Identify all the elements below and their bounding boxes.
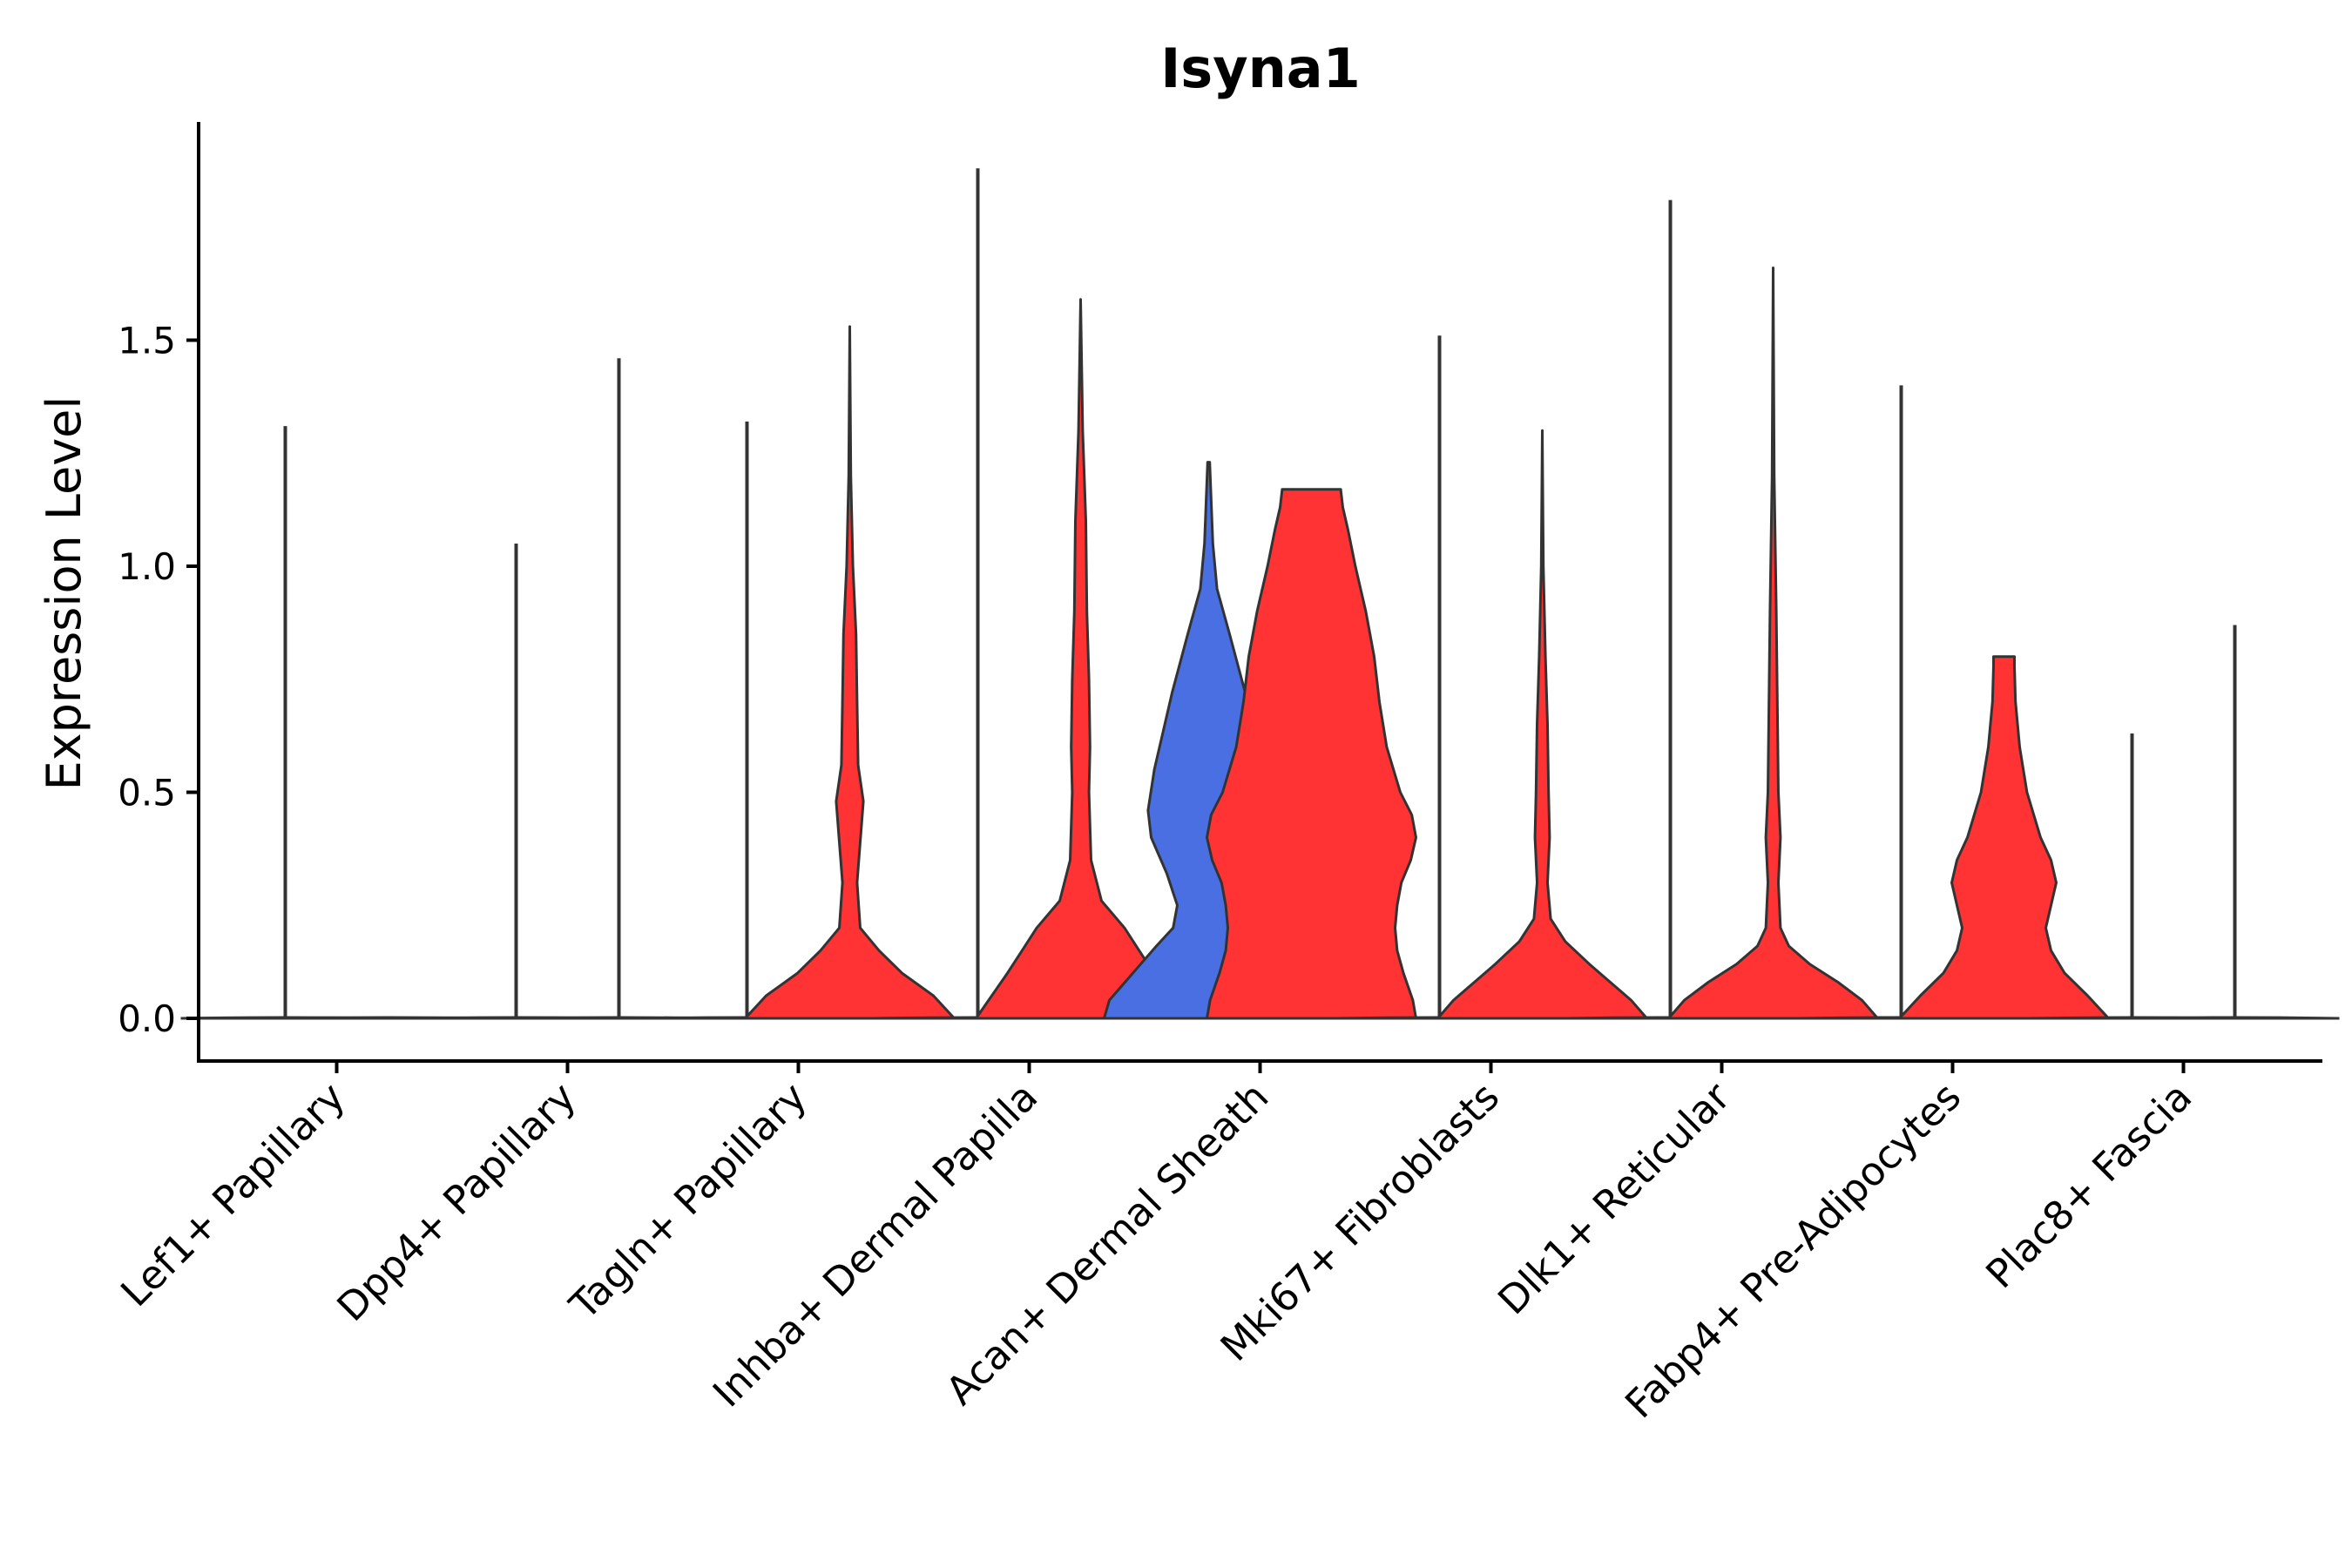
violin-mki67-fibroblasts-right [1436, 429, 1648, 1020]
y-axis-label: Expression Level [37, 396, 91, 791]
y-tick-label: 0.5 [118, 772, 176, 814]
y-tick-label: 1.5 [118, 320, 176, 362]
violin-dlk1-reticular-right [1667, 267, 1879, 1020]
x-tick-label-dpp4-papillary: Dpp4+ Papillary [328, 1073, 585, 1330]
violins-group [180, 168, 2340, 1020]
y-tick-label: 0.0 [118, 997, 176, 1040]
violin-inhba-dermal-papilla-right [975, 298, 1186, 1020]
x-tick-label-dlk1-reticular: Dlk1+ Reticular [1489, 1073, 1739, 1323]
violin-tagln-papillary-right [744, 325, 956, 1020]
x-tick-label-lef1-papillary: Lef1+ Papillary [112, 1073, 354, 1315]
y-tick-label: 1.0 [118, 545, 176, 588]
chart-title: Isyna1 [1160, 37, 1361, 100]
y-ticks-group: 0.0 0.5 1.0 1.5 [118, 320, 199, 1040]
x-tick-label-tagln-papillary: Tagln+ Papillary [560, 1073, 815, 1328]
violin-fabp4-pre-adipocytes-right [1898, 655, 2110, 1020]
x-tick-label-plac8-fascia: Plac8+ Fascia [1977, 1073, 2200, 1297]
violin-acan-dermal-sheath-right [1206, 488, 1417, 1020]
